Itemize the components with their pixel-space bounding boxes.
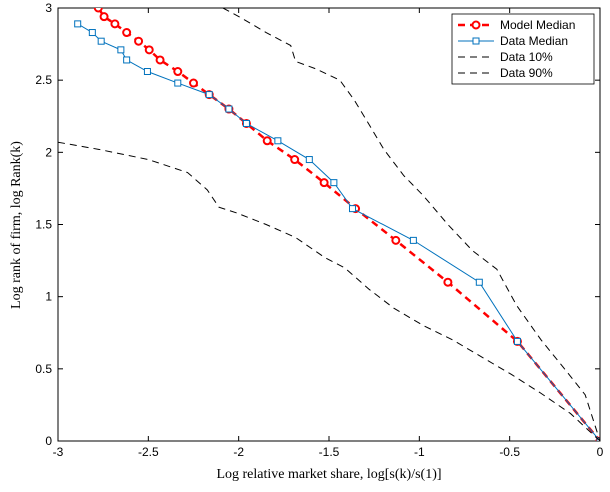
marker [391, 235, 401, 245]
marker [155, 55, 165, 65]
marker [97, 37, 105, 45]
marker [409, 236, 417, 244]
marker [305, 156, 313, 164]
y-tick-label: 0 [45, 434, 52, 448]
x-axis-label: Log relative market share, log[s(k)/s(1)… [216, 467, 441, 482]
marker [144, 45, 154, 55]
marker [173, 67, 183, 77]
marker [99, 12, 109, 22]
marker [143, 68, 151, 76]
plot-frame [57, 7, 601, 442]
series-line [58, 141, 600, 441]
legend-label: Data 90% [500, 66, 553, 80]
series-line [222, 8, 600, 441]
plot-area [58, 8, 600, 441]
marker [242, 119, 250, 127]
marker [290, 155, 300, 165]
x-tick-label: -0.5 [499, 445, 520, 459]
marker [122, 28, 132, 38]
y-tick-label: 2 [45, 145, 52, 159]
marker [319, 178, 329, 188]
y-tick-label: 1.5 [35, 218, 52, 232]
marker [74, 20, 82, 28]
legend-label: Model Median [500, 18, 575, 32]
x-tick-label: 0 [597, 445, 604, 459]
marker [330, 179, 338, 187]
marker [443, 277, 453, 287]
marker [513, 337, 521, 345]
x-tick-label: -1 [414, 445, 425, 459]
x-tick-label: -2 [233, 445, 244, 459]
marker [117, 46, 125, 54]
x-tick-label: -3 [53, 445, 64, 459]
marker [205, 91, 213, 99]
marker [174, 79, 182, 87]
y-tick-label: 0.5 [35, 362, 52, 376]
x-tick-label: -1.5 [319, 445, 340, 459]
marker [475, 278, 483, 286]
marker [274, 137, 282, 145]
legend-label: Data 10% [500, 50, 553, 64]
y-tick-label: 1 [45, 290, 52, 304]
marker [471, 20, 481, 30]
marker [88, 29, 96, 37]
marker [93, 8, 103, 13]
marker [110, 19, 120, 29]
y-axis-label: Log rank of firm, log Rank(k) [9, 141, 24, 309]
marker [348, 205, 356, 213]
marker [134, 36, 144, 46]
y-tick-label: 2.5 [35, 73, 52, 87]
marker [472, 37, 480, 45]
marker [189, 78, 198, 88]
x-tick-label: -2.5 [138, 445, 159, 459]
marker [262, 136, 272, 146]
legend-label: Data Median [500, 34, 568, 48]
y-tick-label: 3 [45, 1, 52, 15]
marker [123, 56, 131, 64]
marker [225, 105, 233, 113]
